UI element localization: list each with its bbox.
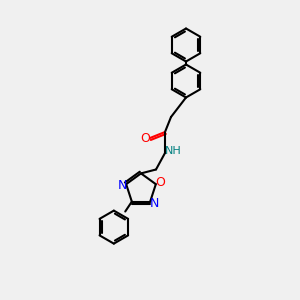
Text: NH: NH xyxy=(165,146,182,157)
Text: O: O xyxy=(155,176,165,189)
Text: N: N xyxy=(149,196,159,210)
Text: N: N xyxy=(118,179,127,192)
Text: O: O xyxy=(141,131,150,145)
